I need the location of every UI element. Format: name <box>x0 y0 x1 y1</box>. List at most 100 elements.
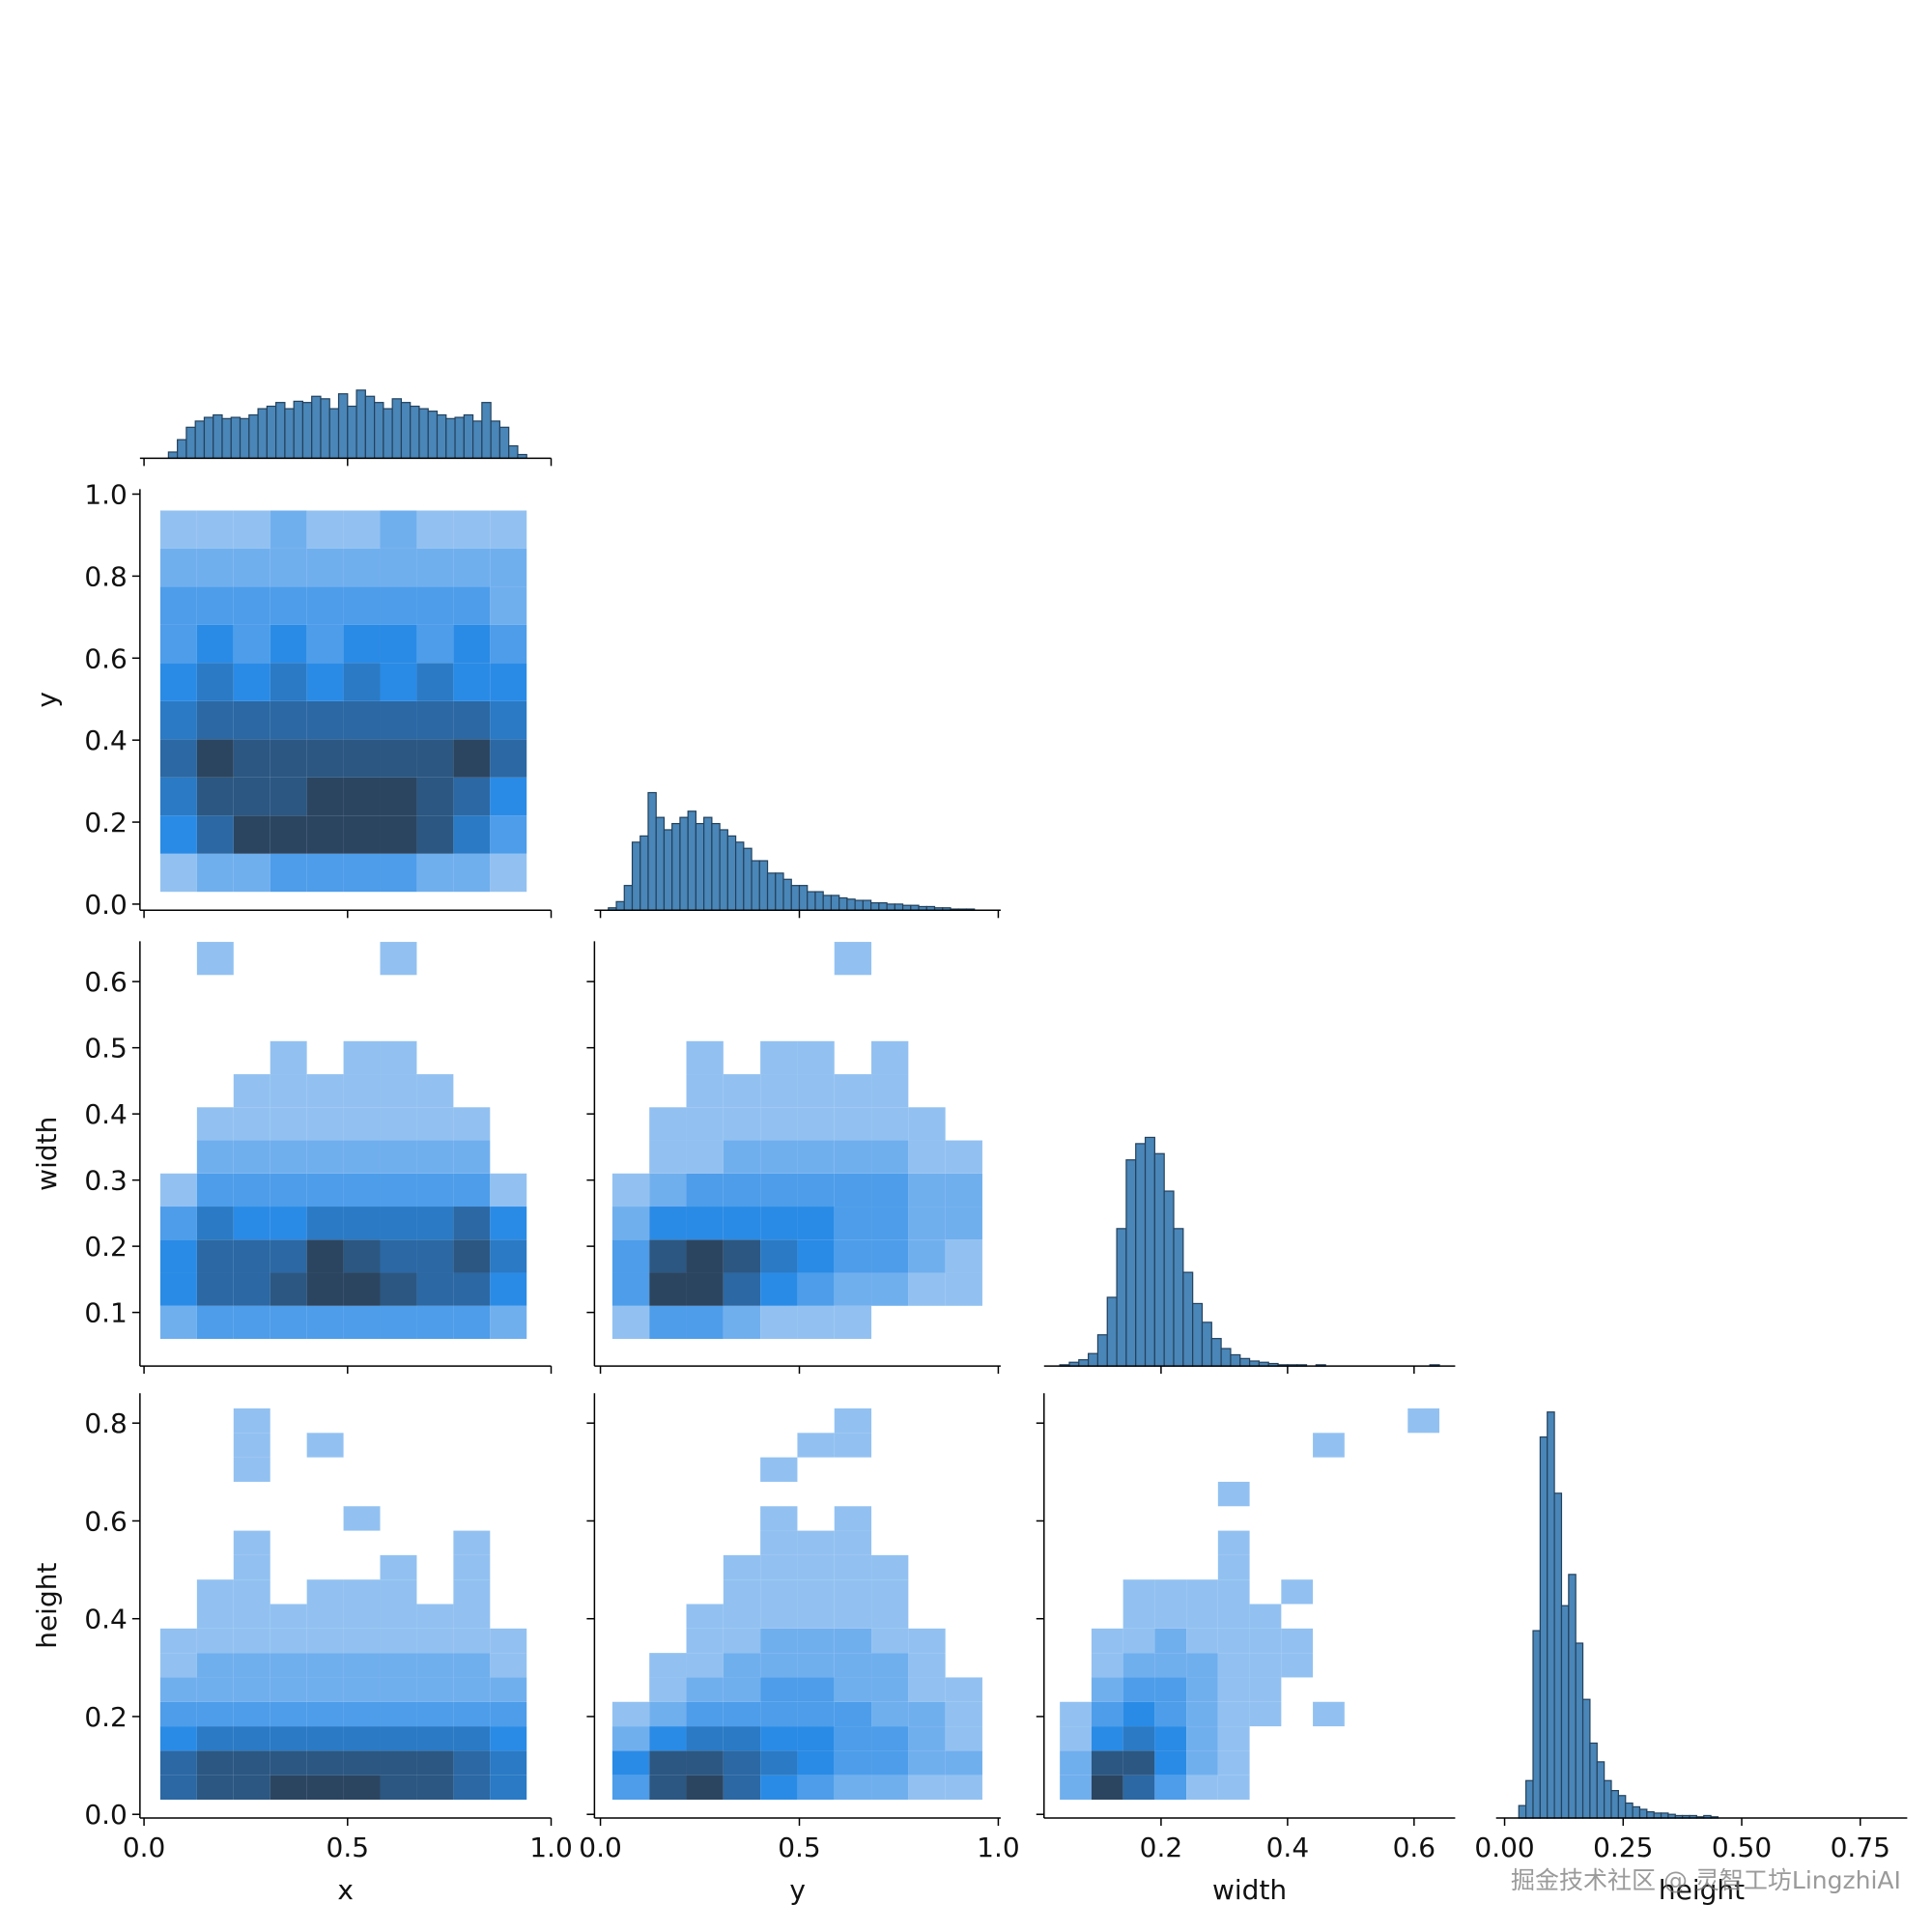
hist2d-cell <box>760 1457 798 1482</box>
hist2d-cell <box>416 1173 454 1208</box>
hist2d-cell <box>649 1107 687 1141</box>
hist2d-cell <box>343 1272 381 1306</box>
histogram-bar <box>807 891 816 911</box>
histogram-bar <box>1604 1779 1612 1819</box>
hist2d-cell <box>686 1173 724 1208</box>
y-tick-label: 0.2 <box>84 1701 128 1733</box>
hist2d-cell <box>611 1305 650 1340</box>
histogram-bar <box>878 902 888 911</box>
y-axis-label: y <box>31 692 63 708</box>
hist2d-cell <box>196 1207 234 1240</box>
hist2d-cell <box>416 1701 454 1727</box>
histogram-bar <box>1125 1159 1137 1367</box>
hist2d-cell <box>159 777 197 816</box>
hist2d-cell <box>490 1305 527 1340</box>
hist2d-cell <box>834 1173 872 1208</box>
hist2d-cell <box>834 1239 872 1273</box>
hist2d-cell <box>380 1140 417 1174</box>
hist2d-cell <box>611 1701 650 1727</box>
hist2d-cell <box>416 815 454 854</box>
hist2d-cell <box>380 1775 417 1801</box>
hist2d-cell <box>233 1433 270 1458</box>
hist2d-cell <box>490 777 527 816</box>
hist2d-cell <box>416 1677 454 1702</box>
hist2d-cell <box>611 1726 650 1751</box>
hist2d-cell <box>196 1140 234 1174</box>
hist2d-cell <box>233 1457 270 1482</box>
histogram-bar <box>481 402 492 459</box>
hist2d-cell <box>306 1750 344 1776</box>
histogram-bar <box>1518 1804 1527 1819</box>
hist2d-cell <box>908 1272 946 1306</box>
histogram-bar <box>1575 1642 1584 1819</box>
hist2d-cell <box>233 1604 270 1629</box>
x-tick-label: 0.6 <box>1393 1832 1436 1863</box>
hist2d-cell <box>380 1239 417 1273</box>
hist2d-cell <box>1186 1579 1218 1605</box>
hist2d-cell <box>723 1272 761 1306</box>
hist2d-cell <box>416 663 454 701</box>
histogram-bar <box>822 895 833 911</box>
hist2d-cell <box>649 1272 687 1306</box>
hist2d-cell <box>270 1173 307 1208</box>
hist2d-cell <box>343 624 381 664</box>
hist2d-cell <box>343 1506 381 1531</box>
hist2d-cell <box>723 1653 761 1678</box>
hist2d-cell <box>1091 1701 1123 1727</box>
histogram-bar <box>400 402 412 459</box>
hist2d-cell <box>834 1726 872 1751</box>
hist2d-cell <box>453 663 491 701</box>
histogram-bar <box>719 829 728 911</box>
hist2d-cell <box>760 1506 798 1531</box>
hist2d-cell <box>1060 1775 1092 1801</box>
histogram-bar <box>703 816 713 911</box>
histogram-bar <box>862 899 872 911</box>
y-tick-label: 0.3 <box>84 1165 128 1197</box>
hist2d-cell <box>723 1554 761 1580</box>
y-axis-label: width <box>31 1117 63 1191</box>
hist2d-cell <box>490 548 527 587</box>
hist2d-cell <box>686 1272 724 1306</box>
histogram-bar <box>311 395 322 459</box>
hist2d-cell <box>1091 1677 1123 1702</box>
hist2d-cell <box>196 1272 234 1306</box>
hist2d-cell <box>233 853 270 893</box>
hist2d-cell <box>270 548 307 587</box>
histogram-bar <box>355 389 366 459</box>
histogram-bar <box>734 841 745 911</box>
hist2d-cell <box>233 700 270 740</box>
hist2d-cell <box>834 1750 872 1776</box>
histogram-bar <box>894 903 904 911</box>
hist2d-cell <box>760 1305 798 1340</box>
hist2d-cell <box>649 1653 687 1678</box>
hist2d-cell <box>1186 1775 1218 1801</box>
hist2d-cell <box>723 1074 761 1108</box>
hist2d-cell <box>871 1604 909 1629</box>
histogram-bar <box>463 413 474 459</box>
hist2d-cell <box>453 1530 491 1555</box>
x-tick-label: 0.50 <box>1712 1832 1772 1863</box>
hist2d-cell <box>416 1305 454 1340</box>
histogram-bar <box>320 398 330 459</box>
hist2d-cell <box>306 1604 344 1629</box>
hist2d-cell <box>159 1653 197 1678</box>
histogram-bar <box>1646 1810 1655 1819</box>
hist2d-cell <box>1281 1579 1314 1605</box>
hist2d-cell <box>490 1272 527 1306</box>
hist2d-cell <box>834 1677 872 1702</box>
hist2d-cell <box>453 1173 491 1208</box>
hist2d-cell <box>797 1726 835 1751</box>
hist2d-cell <box>1217 1604 1250 1629</box>
hist2d-cell <box>270 1239 307 1273</box>
hist2d-cell <box>1407 1408 1440 1434</box>
hist2d-cell <box>723 1604 761 1629</box>
histogram-bar <box>1596 1761 1605 1819</box>
hist2d-cell <box>453 853 491 893</box>
y-tick-label: 0.2 <box>84 1231 128 1263</box>
hist2d-cell <box>723 1305 761 1340</box>
hist2d-cell <box>760 1579 798 1605</box>
hist2d-cell <box>686 1107 724 1141</box>
y-tick-label: 0.1 <box>84 1297 128 1329</box>
hist2d-cell <box>343 1107 381 1141</box>
hist2d-cell <box>834 1628 872 1654</box>
